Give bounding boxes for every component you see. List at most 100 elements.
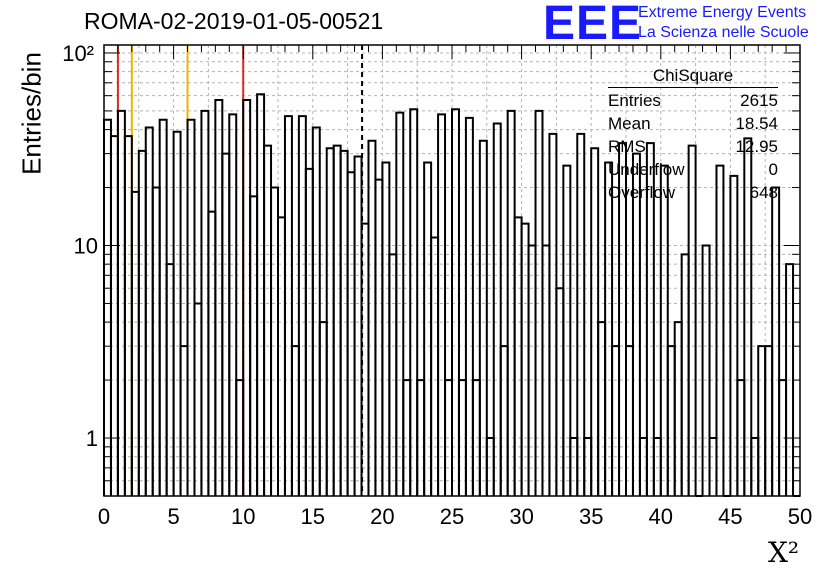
histogram-bin (513, 216, 523, 496)
histogram-bin (673, 321, 683, 496)
logo-line-1: Extreme Energy Events (638, 4, 807, 21)
y-tick-label: 10² (62, 41, 94, 66)
x-tick-label: 10 (231, 504, 255, 529)
eee-logo: EEE (543, 0, 643, 50)
histogram-bin (151, 186, 161, 496)
histogram-bin (645, 142, 655, 496)
histogram-bin (367, 139, 377, 496)
logo-line-2: La Scienza nelle Scuole (638, 24, 809, 41)
histogram-bin (353, 155, 363, 496)
histogram-bin (172, 130, 182, 496)
histogram-bin (339, 149, 349, 496)
stats-row-overflow: Overflow 648 (608, 183, 778, 206)
histogram-bin (680, 253, 690, 496)
histogram-bin (242, 98, 252, 496)
histogram-bin (729, 174, 739, 496)
histogram-bin (423, 161, 433, 496)
x-tick-label: 50 (788, 504, 812, 529)
histogram-bin (144, 126, 154, 496)
x-axis-label: X² (768, 536, 800, 569)
histogram-bin (158, 118, 168, 496)
stats-label: Mean (608, 114, 651, 133)
histogram-bin (130, 190, 140, 496)
stats-row-rms: RMS 12.95 (608, 137, 778, 160)
histogram-bin (277, 216, 286, 496)
histogram-bin (297, 115, 307, 496)
histogram-bin (659, 164, 669, 496)
stats-title: ChiSquare (608, 66, 778, 88)
histogram-bin (451, 108, 460, 496)
histogram-bin (437, 113, 447, 496)
stats-value: 2615 (740, 91, 778, 110)
histogram-bin (625, 345, 634, 496)
x-tick-label: 40 (649, 504, 673, 529)
histogram-bin (743, 137, 753, 496)
histogram-bin (687, 144, 697, 496)
histogram-bin (409, 108, 419, 496)
histogram-bin (395, 111, 405, 496)
histogram-bin (757, 345, 767, 496)
y-tick-label: 10 (74, 234, 98, 259)
stats-label: Entries (608, 91, 661, 110)
histogram-bin (464, 116, 474, 496)
histogram-bin (263, 144, 273, 496)
stats-value: 18.54 (735, 114, 778, 133)
histogram-bin (186, 118, 196, 496)
stats-row-entries: Entries 2615 (608, 91, 778, 114)
y-axis-label: Entries/bin (16, 52, 47, 175)
histogram-bin (179, 345, 189, 496)
histogram-bin (388, 253, 398, 496)
histogram-bin (381, 161, 391, 496)
histogram-bin (228, 113, 238, 496)
x-tick-label: 20 (370, 504, 394, 529)
histogram-bin (715, 164, 725, 496)
histogram-bin (597, 321, 607, 496)
histogram-bin (214, 98, 224, 496)
x-tick-label: 25 (440, 504, 464, 529)
histogram-bin (764, 345, 774, 496)
stats-value: 648 (749, 183, 778, 202)
histogram-bin (290, 345, 300, 496)
histogram-bin (137, 149, 147, 496)
histogram-bin (109, 135, 119, 496)
x-tick-label: 45 (718, 504, 742, 529)
stats-row-underflow: Underflow 0 (608, 160, 778, 183)
histogram-bin (332, 144, 342, 496)
stats-label: Overflow (608, 183, 676, 202)
histogram-bin (562, 164, 572, 496)
x-tick-label: 0 (98, 504, 110, 529)
histogram-bin (193, 302, 203, 496)
histogram-bin (270, 186, 279, 496)
histogram-bin (604, 161, 614, 496)
histogram-bin (499, 345, 509, 496)
histogram-bin (430, 236, 440, 496)
histogram-bin (548, 132, 558, 496)
histogram-bin (318, 321, 328, 496)
chart-title: ROMA-02-2019-01-05-00521 (84, 8, 384, 34)
histogram-bin (256, 93, 266, 496)
stats-row-mean: Mean 18.54 (608, 114, 778, 137)
histogram-bin (283, 115, 293, 496)
histogram-bin (611, 345, 621, 496)
stats-label: RMS (608, 137, 646, 156)
histogram-bin (478, 139, 488, 496)
histogram-bin (492, 122, 502, 496)
histogram-bin (311, 126, 321, 496)
histogram-bin (541, 244, 551, 496)
histogram-bin (771, 186, 781, 496)
histogram-bin (618, 142, 627, 496)
histogram-bin (221, 152, 231, 496)
histogram-bin (103, 118, 112, 496)
stats-value: 0 (768, 160, 778, 179)
x-tick-label: 15 (301, 504, 325, 529)
x-tick-label: 5 (167, 504, 179, 529)
histogram-bin (666, 345, 676, 496)
x-tick-label: 35 (579, 504, 603, 529)
histogram-bin (631, 152, 641, 496)
histogram-bin (555, 287, 565, 496)
stats-value: 12.95 (735, 137, 778, 156)
histogram-bin (123, 135, 133, 496)
histogram-bin (346, 171, 356, 496)
histogram-bin (576, 132, 586, 496)
